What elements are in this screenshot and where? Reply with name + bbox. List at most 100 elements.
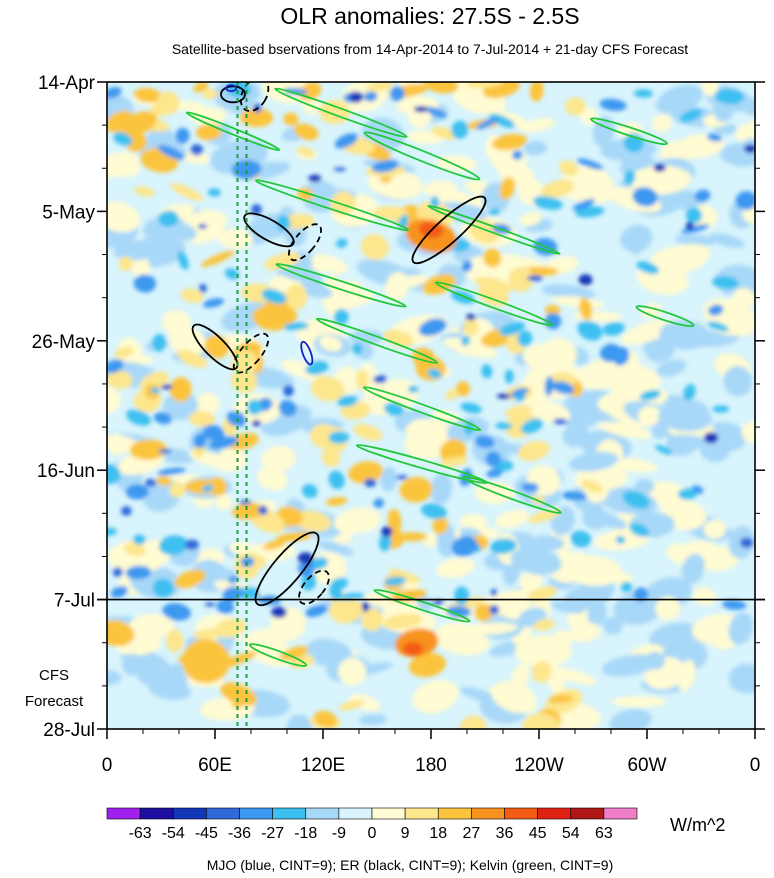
anomaly-blob	[599, 98, 627, 111]
anomaly-blob	[656, 84, 703, 115]
anomaly-blob	[228, 575, 239, 584]
anomaly-blob	[490, 538, 517, 554]
anomaly-blob	[197, 223, 208, 230]
anomaly-blob	[207, 188, 221, 197]
anomaly-blob	[489, 604, 500, 615]
mjo-contour	[300, 340, 314, 366]
anomaly-blob	[387, 508, 402, 533]
anomaly-blob	[296, 146, 315, 157]
anomaly-blob	[133, 274, 157, 293]
kelvin-contour	[185, 111, 281, 152]
colorbar-swatch	[272, 807, 307, 820]
anomaly-blob	[683, 384, 696, 401]
anomaly-blob	[129, 439, 167, 460]
anomaly-blob	[532, 660, 552, 683]
anomaly-blob	[258, 505, 268, 516]
anomaly-blob	[330, 191, 356, 216]
x-axis: 0 60E 120E 180 120W 60W 0	[102, 729, 760, 776]
anomaly-blob	[545, 304, 561, 317]
anomaly-blob	[338, 700, 364, 711]
y-tick-label: 14-Apr	[38, 73, 96, 94]
anomaly-blob	[708, 304, 724, 316]
anomaly-blob	[456, 381, 470, 397]
anomaly-blob	[409, 653, 447, 678]
anomaly-blob	[533, 195, 563, 210]
y-tick-label: 26-May	[32, 332, 96, 353]
anomaly-blob	[334, 133, 358, 149]
colorbar-swatch	[106, 807, 141, 820]
anomaly-blob	[701, 82, 719, 97]
anomaly-blob	[279, 646, 309, 661]
kelvin-contour	[427, 204, 561, 255]
anomaly-blob	[504, 369, 514, 384]
anomaly-blob	[403, 641, 423, 656]
anomaly-blob	[373, 375, 387, 384]
anomaly-blob	[158, 210, 179, 227]
anomaly-blob	[247, 399, 263, 415]
anomaly-blob	[293, 123, 319, 141]
y-tick-label: 28-Jul	[43, 720, 95, 741]
colorbar-label: -63	[129, 825, 152, 842]
anomaly-blob	[152, 578, 174, 598]
anomaly-blob	[657, 243, 711, 275]
anomaly-blob	[251, 204, 262, 216]
anomaly-blob	[495, 509, 529, 529]
anomaly-blob	[637, 405, 661, 426]
anomaly-blob	[569, 622, 601, 643]
anomaly-blob	[144, 478, 157, 487]
anomaly-blob	[570, 530, 592, 548]
anomaly-blob	[685, 221, 694, 230]
anomaly-blob	[169, 482, 186, 498]
kelvin-contour	[635, 305, 695, 328]
anomaly-blob	[107, 87, 122, 99]
anomaly-blob	[413, 105, 429, 113]
anomaly-blob	[633, 587, 649, 602]
anomaly-blob	[193, 628, 222, 640]
anomaly-blob	[366, 82, 394, 92]
colorbar-swatch	[305, 807, 340, 820]
anomaly-blob	[602, 654, 659, 677]
colorbar-unit: W/m^2	[670, 815, 725, 835]
anomaly-blob	[383, 329, 414, 348]
anomaly-blob	[271, 606, 287, 619]
anomaly-blob	[380, 466, 398, 492]
anomaly-blob	[519, 570, 543, 592]
anomaly-blob	[527, 586, 558, 601]
colorbar-swatch	[206, 807, 240, 820]
reference-lines	[236, 82, 248, 729]
anomaly-blob	[569, 451, 619, 472]
anomaly-blob	[165, 221, 197, 241]
anomaly-blob	[113, 132, 133, 146]
anomaly-blob	[486, 468, 503, 478]
anomaly-blob	[614, 600, 648, 619]
anomaly-blob	[195, 392, 220, 416]
anomaly-blob	[325, 496, 348, 506]
anomaly-blob	[639, 390, 661, 401]
anomaly-blob	[384, 576, 407, 586]
anomaly-blob	[483, 248, 502, 268]
anomaly-blob	[408, 385, 419, 394]
anomaly-blob	[551, 296, 605, 309]
anomaly-blob	[459, 686, 500, 704]
anomaly-blob	[691, 485, 704, 494]
anomaly-blob	[286, 284, 308, 310]
anomaly-blob	[523, 140, 547, 156]
anomaly-blob	[541, 284, 596, 300]
anomaly-blob	[633, 89, 653, 98]
anomaly-blob	[180, 288, 204, 303]
anomaly-blob	[121, 653, 144, 676]
anomaly-blob	[114, 346, 134, 358]
anomaly-blob	[552, 381, 575, 395]
anomaly-blob	[659, 320, 711, 350]
x-tick-label: 180	[415, 755, 447, 776]
anomaly-blob	[276, 214, 291, 231]
colorbar-label: -54	[162, 825, 185, 842]
anomaly-blob	[609, 708, 652, 729]
anomaly-blob	[655, 444, 673, 455]
anomaly-blob	[328, 470, 345, 490]
anomaly-blob	[193, 82, 209, 93]
colorbar-swatch	[603, 807, 638, 820]
anomaly-blob	[488, 208, 500, 216]
anomaly-blob	[363, 478, 377, 488]
anomaly-blob	[632, 325, 658, 341]
